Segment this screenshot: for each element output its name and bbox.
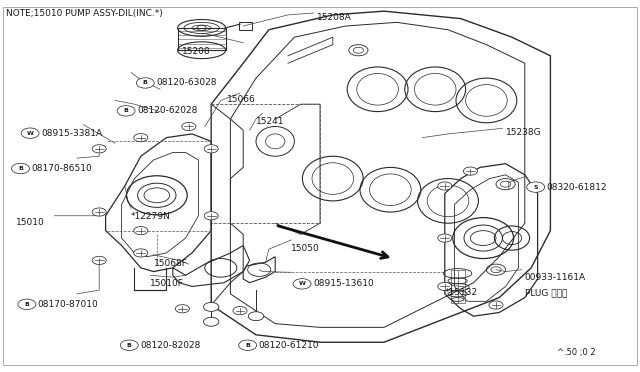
Circle shape xyxy=(134,227,148,235)
Text: S: S xyxy=(533,185,538,190)
Text: 15068F: 15068F xyxy=(154,259,188,267)
Text: PLUG プラグ: PLUG プラグ xyxy=(525,288,567,297)
Text: 08120-82028: 08120-82028 xyxy=(140,341,200,350)
Circle shape xyxy=(204,317,219,326)
Circle shape xyxy=(527,182,545,192)
Circle shape xyxy=(18,299,36,310)
Text: B: B xyxy=(127,343,132,348)
Circle shape xyxy=(134,249,148,257)
Text: 15208A: 15208A xyxy=(317,13,351,22)
Text: 00933-1161A: 00933-1161A xyxy=(525,273,586,282)
Circle shape xyxy=(182,122,196,131)
Circle shape xyxy=(120,340,138,350)
Text: *15132: *15132 xyxy=(445,288,478,297)
Circle shape xyxy=(204,212,218,220)
Circle shape xyxy=(92,256,106,264)
Text: 08915-3381A: 08915-3381A xyxy=(41,129,102,138)
Circle shape xyxy=(239,340,257,350)
Bar xyxy=(239,22,252,30)
Text: 08170-87010: 08170-87010 xyxy=(38,300,99,309)
Text: 08120-63028: 08120-63028 xyxy=(156,78,217,87)
Text: 15066: 15066 xyxy=(227,95,256,104)
Text: 15238G: 15238G xyxy=(506,128,541,137)
Text: W: W xyxy=(299,281,305,286)
Text: B: B xyxy=(143,80,148,86)
Text: 08320-61812: 08320-61812 xyxy=(547,183,607,192)
Text: 08170-86510: 08170-86510 xyxy=(31,164,92,173)
Circle shape xyxy=(204,145,218,153)
Circle shape xyxy=(233,307,247,315)
Text: ^.50 ;0 2: ^.50 ;0 2 xyxy=(557,348,595,357)
Text: NOTE;15010 PUMP ASSY-DIL(INC.*): NOTE;15010 PUMP ASSY-DIL(INC.*) xyxy=(6,9,163,18)
Circle shape xyxy=(21,128,39,138)
Text: B: B xyxy=(18,166,23,171)
Text: 15010F: 15010F xyxy=(150,279,184,288)
Circle shape xyxy=(134,134,148,142)
Text: 08915-13610: 08915-13610 xyxy=(313,279,374,288)
Circle shape xyxy=(463,167,477,175)
Circle shape xyxy=(438,182,452,190)
Bar xyxy=(178,28,226,50)
Text: W: W xyxy=(27,131,33,136)
Circle shape xyxy=(12,163,29,174)
Text: B: B xyxy=(124,108,129,113)
Text: 15050: 15050 xyxy=(291,244,320,253)
Circle shape xyxy=(92,208,106,216)
Circle shape xyxy=(438,234,452,242)
Text: 15241: 15241 xyxy=(256,117,285,126)
Circle shape xyxy=(117,106,135,116)
Circle shape xyxy=(489,301,503,309)
Text: B: B xyxy=(24,302,29,307)
Circle shape xyxy=(204,302,219,311)
Text: 08120-62028: 08120-62028 xyxy=(137,106,197,115)
Circle shape xyxy=(438,282,452,291)
Text: 15208: 15208 xyxy=(182,46,211,55)
Circle shape xyxy=(293,279,311,289)
Text: 15010: 15010 xyxy=(16,218,45,227)
Circle shape xyxy=(175,305,189,313)
Circle shape xyxy=(92,145,106,153)
Text: *12279N: *12279N xyxy=(131,212,171,221)
Circle shape xyxy=(136,78,154,88)
Text: B: B xyxy=(245,343,250,348)
Circle shape xyxy=(248,312,264,321)
Text: 08120-61210: 08120-61210 xyxy=(259,341,319,350)
Bar xyxy=(451,270,465,303)
